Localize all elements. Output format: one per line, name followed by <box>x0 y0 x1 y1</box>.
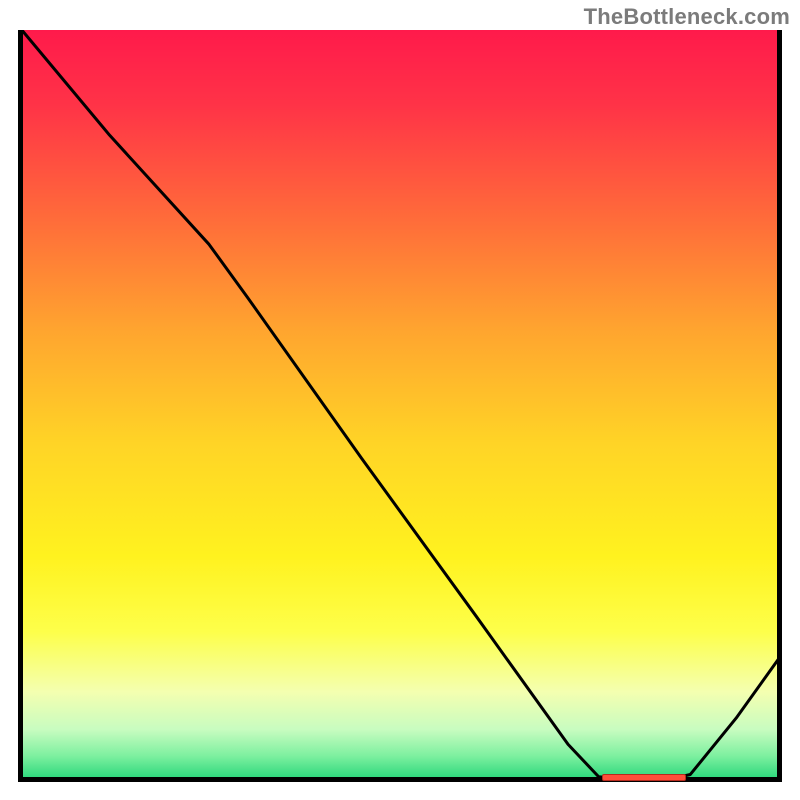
chart-container: TheBottleneck.com <box>0 0 800 800</box>
axis-right <box>777 30 782 782</box>
plot-area <box>18 30 782 782</box>
highlight-marker <box>602 774 686 781</box>
curve-line <box>18 30 782 782</box>
watermark-text: TheBottleneck.com <box>584 4 790 30</box>
axis-left <box>18 30 23 782</box>
